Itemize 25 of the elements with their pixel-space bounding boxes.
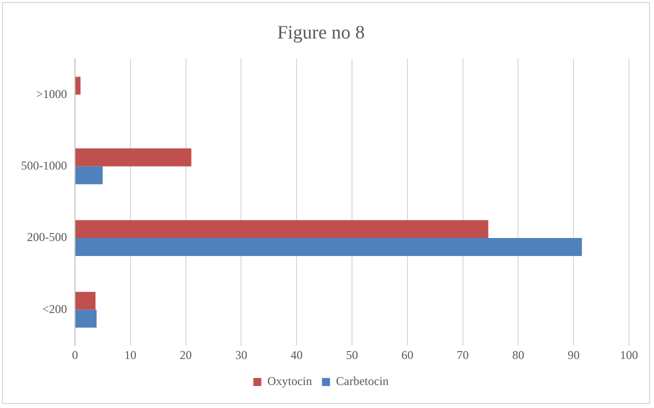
x-tick-label: 0	[72, 348, 78, 362]
y-tick-label: 500-1000	[20, 158, 67, 173]
bar	[75, 310, 97, 328]
y-tick-label: <200	[42, 302, 67, 316]
bar	[75, 148, 192, 166]
x-tick-label: 30	[235, 348, 248, 362]
x-tick-label: 100	[620, 348, 638, 362]
x-tick-label: 60	[401, 348, 414, 362]
bar	[75, 220, 488, 238]
legend-label: Oxytocin	[267, 374, 312, 388]
x-tick-label: 40	[290, 348, 303, 362]
chart-title: Figure no 8	[277, 22, 365, 44]
x-tick-label: 80	[512, 348, 524, 362]
x-tick-label: 20	[180, 348, 192, 362]
legend-label: Carbetocin	[336, 374, 389, 388]
x-tick-label: 90	[568, 348, 580, 362]
x-tick-label: 10	[124, 348, 136, 362]
y-tick-label: >1000	[36, 86, 67, 101]
bar	[75, 238, 582, 256]
y-tick-label: 200-500	[26, 230, 67, 244]
x-tick-label: 50	[346, 348, 358, 362]
bar	[75, 166, 103, 184]
x-tick-label: 70	[456, 348, 469, 362]
bar	[75, 76, 81, 95]
bar	[75, 292, 96, 310]
